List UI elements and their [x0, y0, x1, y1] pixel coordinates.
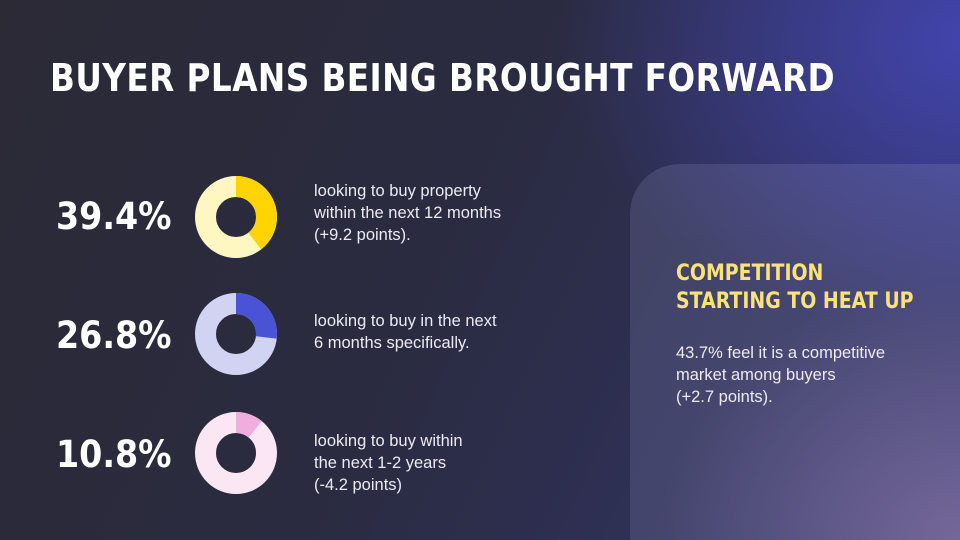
stat-description-line: 6 months specifically. [314, 334, 470, 352]
donut-slice [195, 412, 277, 494]
stat-value: 39.4% [56, 195, 172, 238]
panel-title-line: STARTING TO HEAT UP [676, 289, 914, 314]
stat-value: 26.8% [56, 314, 172, 357]
panel-title: COMPETITION STARTING TO HEAT UP [676, 260, 914, 316]
stat-description-line: looking to buy property [314, 182, 481, 200]
panel-text-line: 43.7% feel it is a competitive [676, 344, 886, 362]
panel-text: 43.7% feel it is a competitive market am… [676, 342, 946, 408]
stat-description: looking to buy within the next 1-2 years… [314, 430, 614, 496]
panel-title-line: COMPETITION [676, 261, 824, 286]
stat-description-line: looking to buy within [314, 432, 463, 450]
stat-value: 10.8% [56, 433, 172, 476]
competition-panel: COMPETITION STARTING TO HEAT UP 43.7% fe… [630, 164, 960, 540]
donut-slice [195, 293, 277, 375]
stat-description-line: (-4.2 points) [314, 476, 403, 494]
stat-description-line: within the next 12 months [314, 204, 502, 222]
stat-row-6-months: 26.8% looking to buy in the next 6 month… [0, 291, 620, 381]
donut-chart [195, 293, 277, 375]
stat-description-line: (+9.2 points). [314, 226, 411, 244]
donut-chart [195, 176, 277, 258]
stat-description: looking to buy in the next 6 months spec… [314, 310, 614, 354]
page-title: BUYER PLANS BEING BROUGHT FORWARD [50, 56, 836, 100]
stat-description-line: the next 1-2 years [314, 454, 447, 472]
stat-description: looking to buy property within the next … [314, 180, 614, 246]
donut-slice [195, 176, 277, 258]
stat-row-12-months: 39.4% looking to buy property within the… [0, 172, 620, 262]
donut-chart [195, 412, 277, 494]
panel-text-line: market among buyers [676, 366, 836, 384]
stat-row-1-2-years: 10.8% looking to buy within the next 1-2… [0, 412, 620, 502]
stat-description-line: looking to buy in the next [314, 312, 497, 330]
panel-text-line: (+2.7 points). [676, 388, 773, 406]
